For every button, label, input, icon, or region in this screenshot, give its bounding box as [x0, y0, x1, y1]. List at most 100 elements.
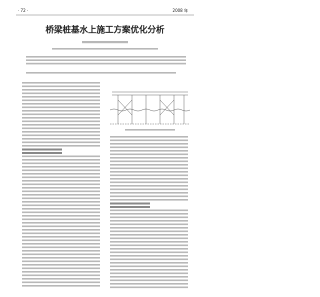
body-line: [22, 183, 100, 186]
body-line: [22, 162, 100, 165]
abstract-line: [26, 56, 186, 58]
body-line: [22, 134, 100, 137]
body-line: [22, 194, 100, 196]
body-line: [22, 169, 100, 172]
body-line: [110, 241, 188, 243]
body-line: [22, 187, 100, 189]
issue-year: 2008 年: [173, 7, 188, 13]
body-line: [22, 96, 100, 98]
body-line: [110, 244, 188, 247]
body-line: [22, 257, 100, 259]
body-line: [110, 286, 188, 289]
body-line: [110, 178, 188, 180]
body-line: [110, 234, 188, 236]
abstract-line: [26, 59, 186, 61]
body-line: [22, 92, 100, 95]
body-line: [110, 237, 188, 240]
body-line: [22, 82, 100, 84]
body-line: [110, 223, 188, 226]
body-line: [22, 222, 100, 224]
paper-page: · 72 · 2008 年 桥梁桩基水上施工方案优化分析: [16, 7, 194, 289]
body-line: [22, 197, 100, 200]
body-line: [110, 230, 188, 233]
heading-line: [110, 202, 150, 205]
body-line: [22, 173, 100, 175]
body-line: [110, 276, 188, 278]
body-line: [22, 215, 100, 217]
body-line: [22, 131, 100, 133]
body-line: [110, 262, 188, 264]
body-line: [110, 283, 188, 285]
figure-caption: [125, 129, 175, 131]
heading-line: [22, 148, 62, 151]
body-line: [110, 269, 188, 271]
body-line: [22, 243, 100, 245]
body-line: [110, 251, 188, 254]
body-line: [22, 260, 100, 263]
body-line: [22, 141, 100, 144]
body-line: [22, 232, 100, 235]
body-line: [110, 248, 188, 250]
body-line: [110, 153, 188, 156]
page-number: · 72 ·: [18, 8, 28, 13]
body-line: [22, 103, 100, 105]
heading-line: [110, 206, 150, 208]
body-line: [22, 278, 100, 280]
body-line: [110, 164, 188, 166]
body-line: [22, 274, 100, 277]
abstract-line: [26, 62, 186, 65]
author-line: [82, 41, 128, 44]
body-line: [22, 271, 100, 273]
body-line: [22, 155, 100, 158]
body-line: [22, 208, 100, 210]
body-line: [110, 160, 188, 163]
body-line: [110, 209, 188, 212]
body-line: [22, 106, 100, 109]
body-line: [22, 281, 100, 284]
body-line: [110, 220, 188, 222]
body-line: [110, 188, 188, 191]
body-line: [22, 236, 100, 238]
body-line: [110, 174, 188, 177]
body-line: [110, 255, 188, 257]
body-line: [110, 150, 188, 152]
body-line: [22, 225, 100, 228]
body-line: [22, 267, 100, 270]
illegible-text-blocks: [22, 41, 188, 289]
body-line: [110, 227, 188, 229]
body-line: [22, 190, 100, 193]
body-line: [110, 195, 188, 198]
body-line: [22, 239, 100, 242]
body-line: [22, 145, 100, 147]
body-line: [22, 138, 100, 140]
paper-title: 桥梁桩基水上施工方案优化分析: [45, 25, 165, 36]
body-line: [22, 204, 100, 207]
body-line: [22, 211, 100, 214]
body-line: [22, 99, 100, 102]
body-line: [110, 265, 188, 268]
body-line: [22, 166, 100, 168]
body-line: [22, 113, 100, 116]
body-line: [110, 185, 188, 187]
body-line: [22, 285, 100, 287]
affiliation-line: [52, 48, 158, 50]
body-line: [110, 192, 188, 194]
body-line: [110, 136, 188, 138]
body-line: [110, 157, 188, 159]
body-line: [110, 213, 188, 215]
body-line: [22, 127, 100, 130]
body-line: [110, 143, 188, 145]
body-line: [22, 253, 100, 256]
body-line: [22, 124, 100, 126]
body-line: [22, 110, 100, 112]
body-line: [22, 176, 100, 179]
body-line: [22, 89, 100, 91]
body-line: [22, 117, 100, 119]
body-line: [110, 146, 188, 149]
body-line: [22, 180, 100, 182]
figure: [109, 91, 191, 125]
body-line: [22, 229, 100, 231]
body-line: [22, 85, 100, 88]
body-line: [110, 199, 188, 201]
heading-line: [22, 152, 62, 154]
